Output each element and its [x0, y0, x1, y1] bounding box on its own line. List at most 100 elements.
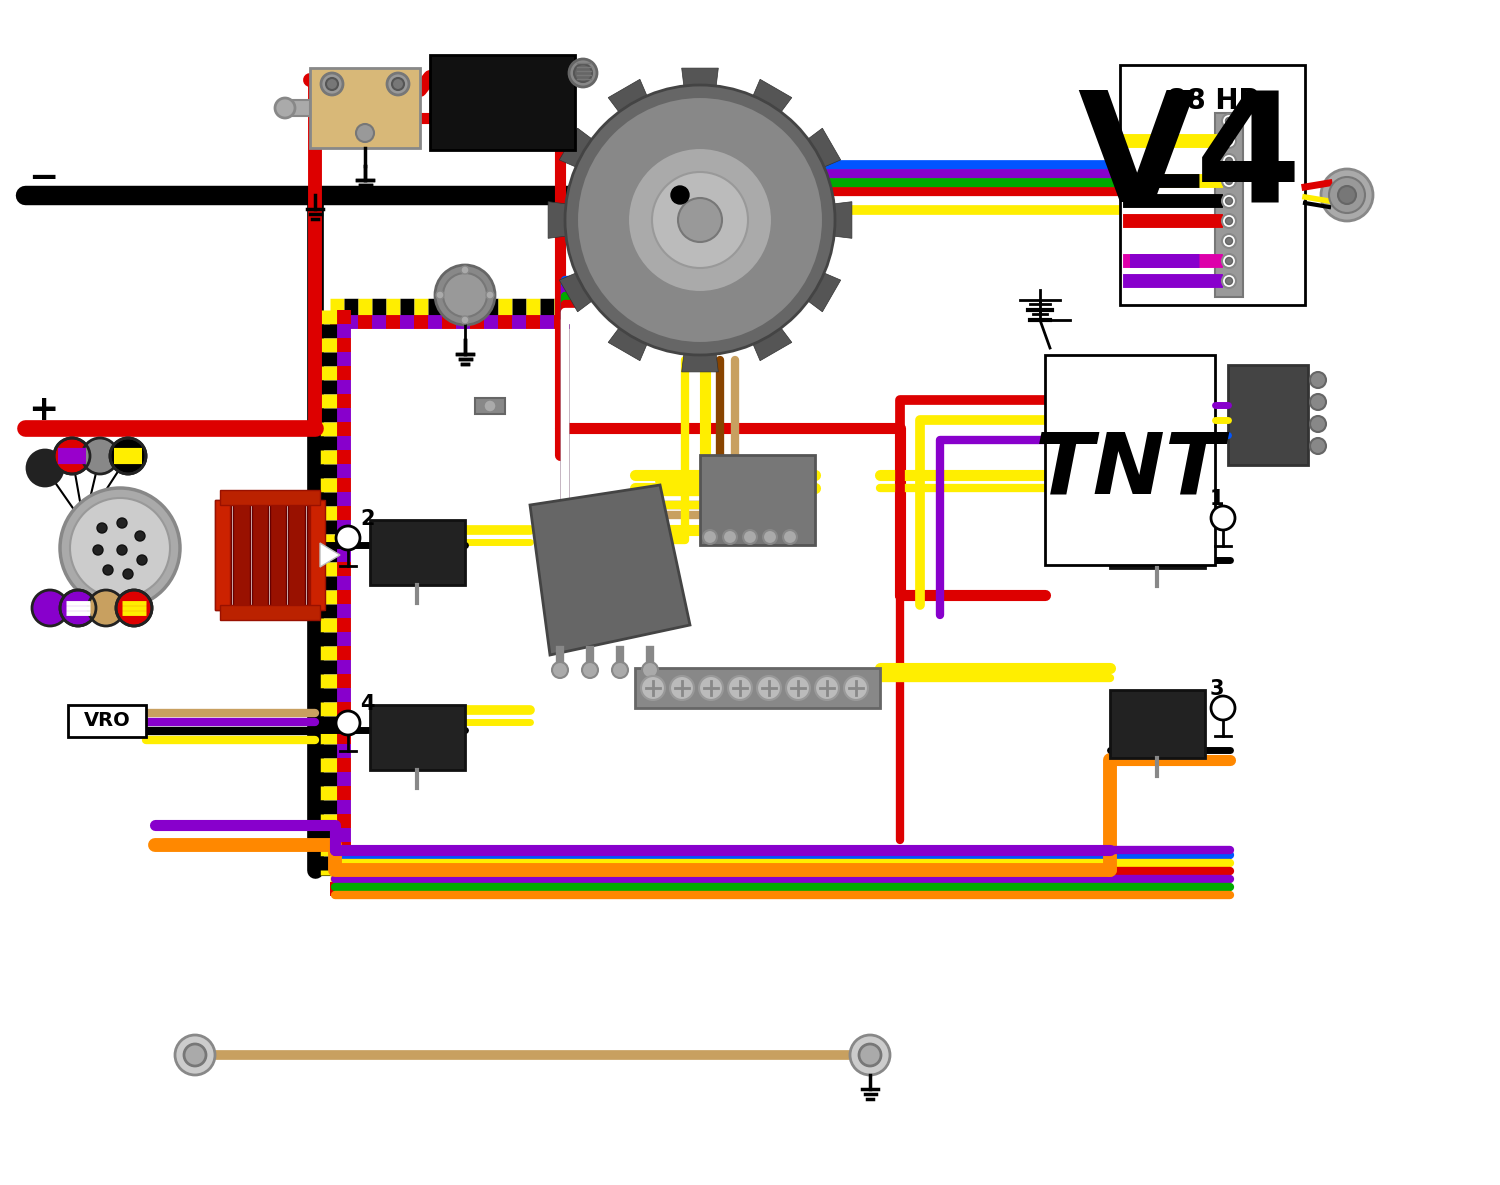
Circle shape — [783, 530, 796, 544]
Bar — [252, 500, 268, 610]
Circle shape — [1222, 274, 1236, 288]
Circle shape — [1226, 218, 1233, 224]
Circle shape — [1222, 154, 1236, 168]
Circle shape — [326, 78, 338, 90]
Circle shape — [486, 292, 494, 299]
Circle shape — [670, 675, 694, 700]
Bar — [1110, 690, 1204, 758]
Circle shape — [1222, 214, 1236, 228]
Text: TNT: TNT — [1035, 429, 1226, 512]
Circle shape — [704, 530, 717, 544]
Circle shape — [1310, 416, 1326, 433]
Bar — [310, 68, 420, 148]
Circle shape — [723, 530, 736, 544]
Circle shape — [176, 1035, 214, 1075]
Circle shape — [54, 438, 90, 474]
Circle shape — [568, 59, 597, 87]
Polygon shape — [752, 79, 792, 116]
Bar — [1215, 113, 1243, 297]
Polygon shape — [681, 68, 718, 91]
Bar — [214, 500, 230, 610]
Circle shape — [32, 590, 68, 626]
Circle shape — [566, 85, 836, 355]
Circle shape — [1226, 237, 1233, 244]
Bar — [288, 500, 304, 610]
Bar — [370, 705, 465, 770]
Circle shape — [758, 675, 782, 700]
Circle shape — [116, 590, 152, 626]
Bar — [234, 500, 249, 610]
Bar — [220, 606, 320, 620]
Circle shape — [104, 565, 112, 575]
Bar — [310, 500, 326, 610]
Polygon shape — [320, 543, 340, 566]
Circle shape — [1226, 198, 1233, 205]
Bar — [430, 55, 574, 150]
Circle shape — [728, 675, 752, 700]
Circle shape — [60, 488, 180, 608]
Circle shape — [1210, 506, 1234, 530]
Bar — [220, 491, 320, 505]
Circle shape — [460, 316, 470, 324]
Circle shape — [1226, 257, 1233, 264]
Polygon shape — [560, 128, 596, 169]
Circle shape — [612, 662, 628, 678]
Bar — [1228, 365, 1308, 465]
Text: VRO: VRO — [84, 711, 130, 730]
Circle shape — [98, 523, 106, 533]
Circle shape — [82, 438, 118, 474]
Circle shape — [123, 569, 134, 579]
Text: 4: 4 — [360, 694, 375, 715]
Polygon shape — [608, 324, 650, 360]
Circle shape — [356, 124, 374, 142]
Polygon shape — [681, 350, 718, 372]
Circle shape — [850, 1035, 889, 1075]
Circle shape — [1210, 696, 1234, 720]
Bar — [476, 398, 506, 414]
Bar — [700, 455, 814, 545]
Text: 1: 1 — [1210, 489, 1224, 510]
Circle shape — [27, 450, 63, 486]
Bar — [306, 500, 322, 610]
Bar — [1120, 65, 1305, 305]
Circle shape — [392, 78, 404, 90]
Circle shape — [1226, 178, 1233, 185]
Circle shape — [70, 498, 170, 598]
Bar — [370, 520, 465, 585]
Circle shape — [117, 518, 128, 529]
Circle shape — [859, 1044, 880, 1066]
Circle shape — [435, 265, 495, 325]
Circle shape — [844, 675, 868, 700]
Circle shape — [60, 590, 96, 626]
Circle shape — [628, 148, 772, 292]
Text: 2: 2 — [360, 510, 375, 529]
Text: V4: V4 — [1077, 85, 1302, 233]
Circle shape — [88, 590, 125, 626]
Circle shape — [1222, 233, 1236, 248]
Circle shape — [1226, 137, 1233, 145]
Circle shape — [670, 186, 688, 204]
Polygon shape — [548, 201, 572, 238]
Circle shape — [1226, 158, 1233, 165]
Circle shape — [336, 711, 360, 735]
Circle shape — [742, 530, 758, 544]
Bar — [634, 668, 880, 707]
Circle shape — [640, 675, 664, 700]
Circle shape — [484, 401, 496, 412]
Circle shape — [117, 545, 128, 555]
Circle shape — [1310, 372, 1326, 387]
Polygon shape — [752, 324, 792, 360]
Circle shape — [764, 530, 777, 544]
Circle shape — [184, 1044, 206, 1066]
Circle shape — [442, 273, 488, 318]
Circle shape — [670, 185, 690, 205]
Circle shape — [1222, 114, 1236, 128]
Circle shape — [652, 172, 748, 268]
Polygon shape — [804, 128, 840, 169]
Circle shape — [1322, 169, 1372, 220]
Polygon shape — [530, 485, 690, 655]
Circle shape — [815, 675, 839, 700]
Circle shape — [582, 662, 598, 678]
Polygon shape — [608, 79, 650, 116]
Circle shape — [1310, 438, 1326, 454]
